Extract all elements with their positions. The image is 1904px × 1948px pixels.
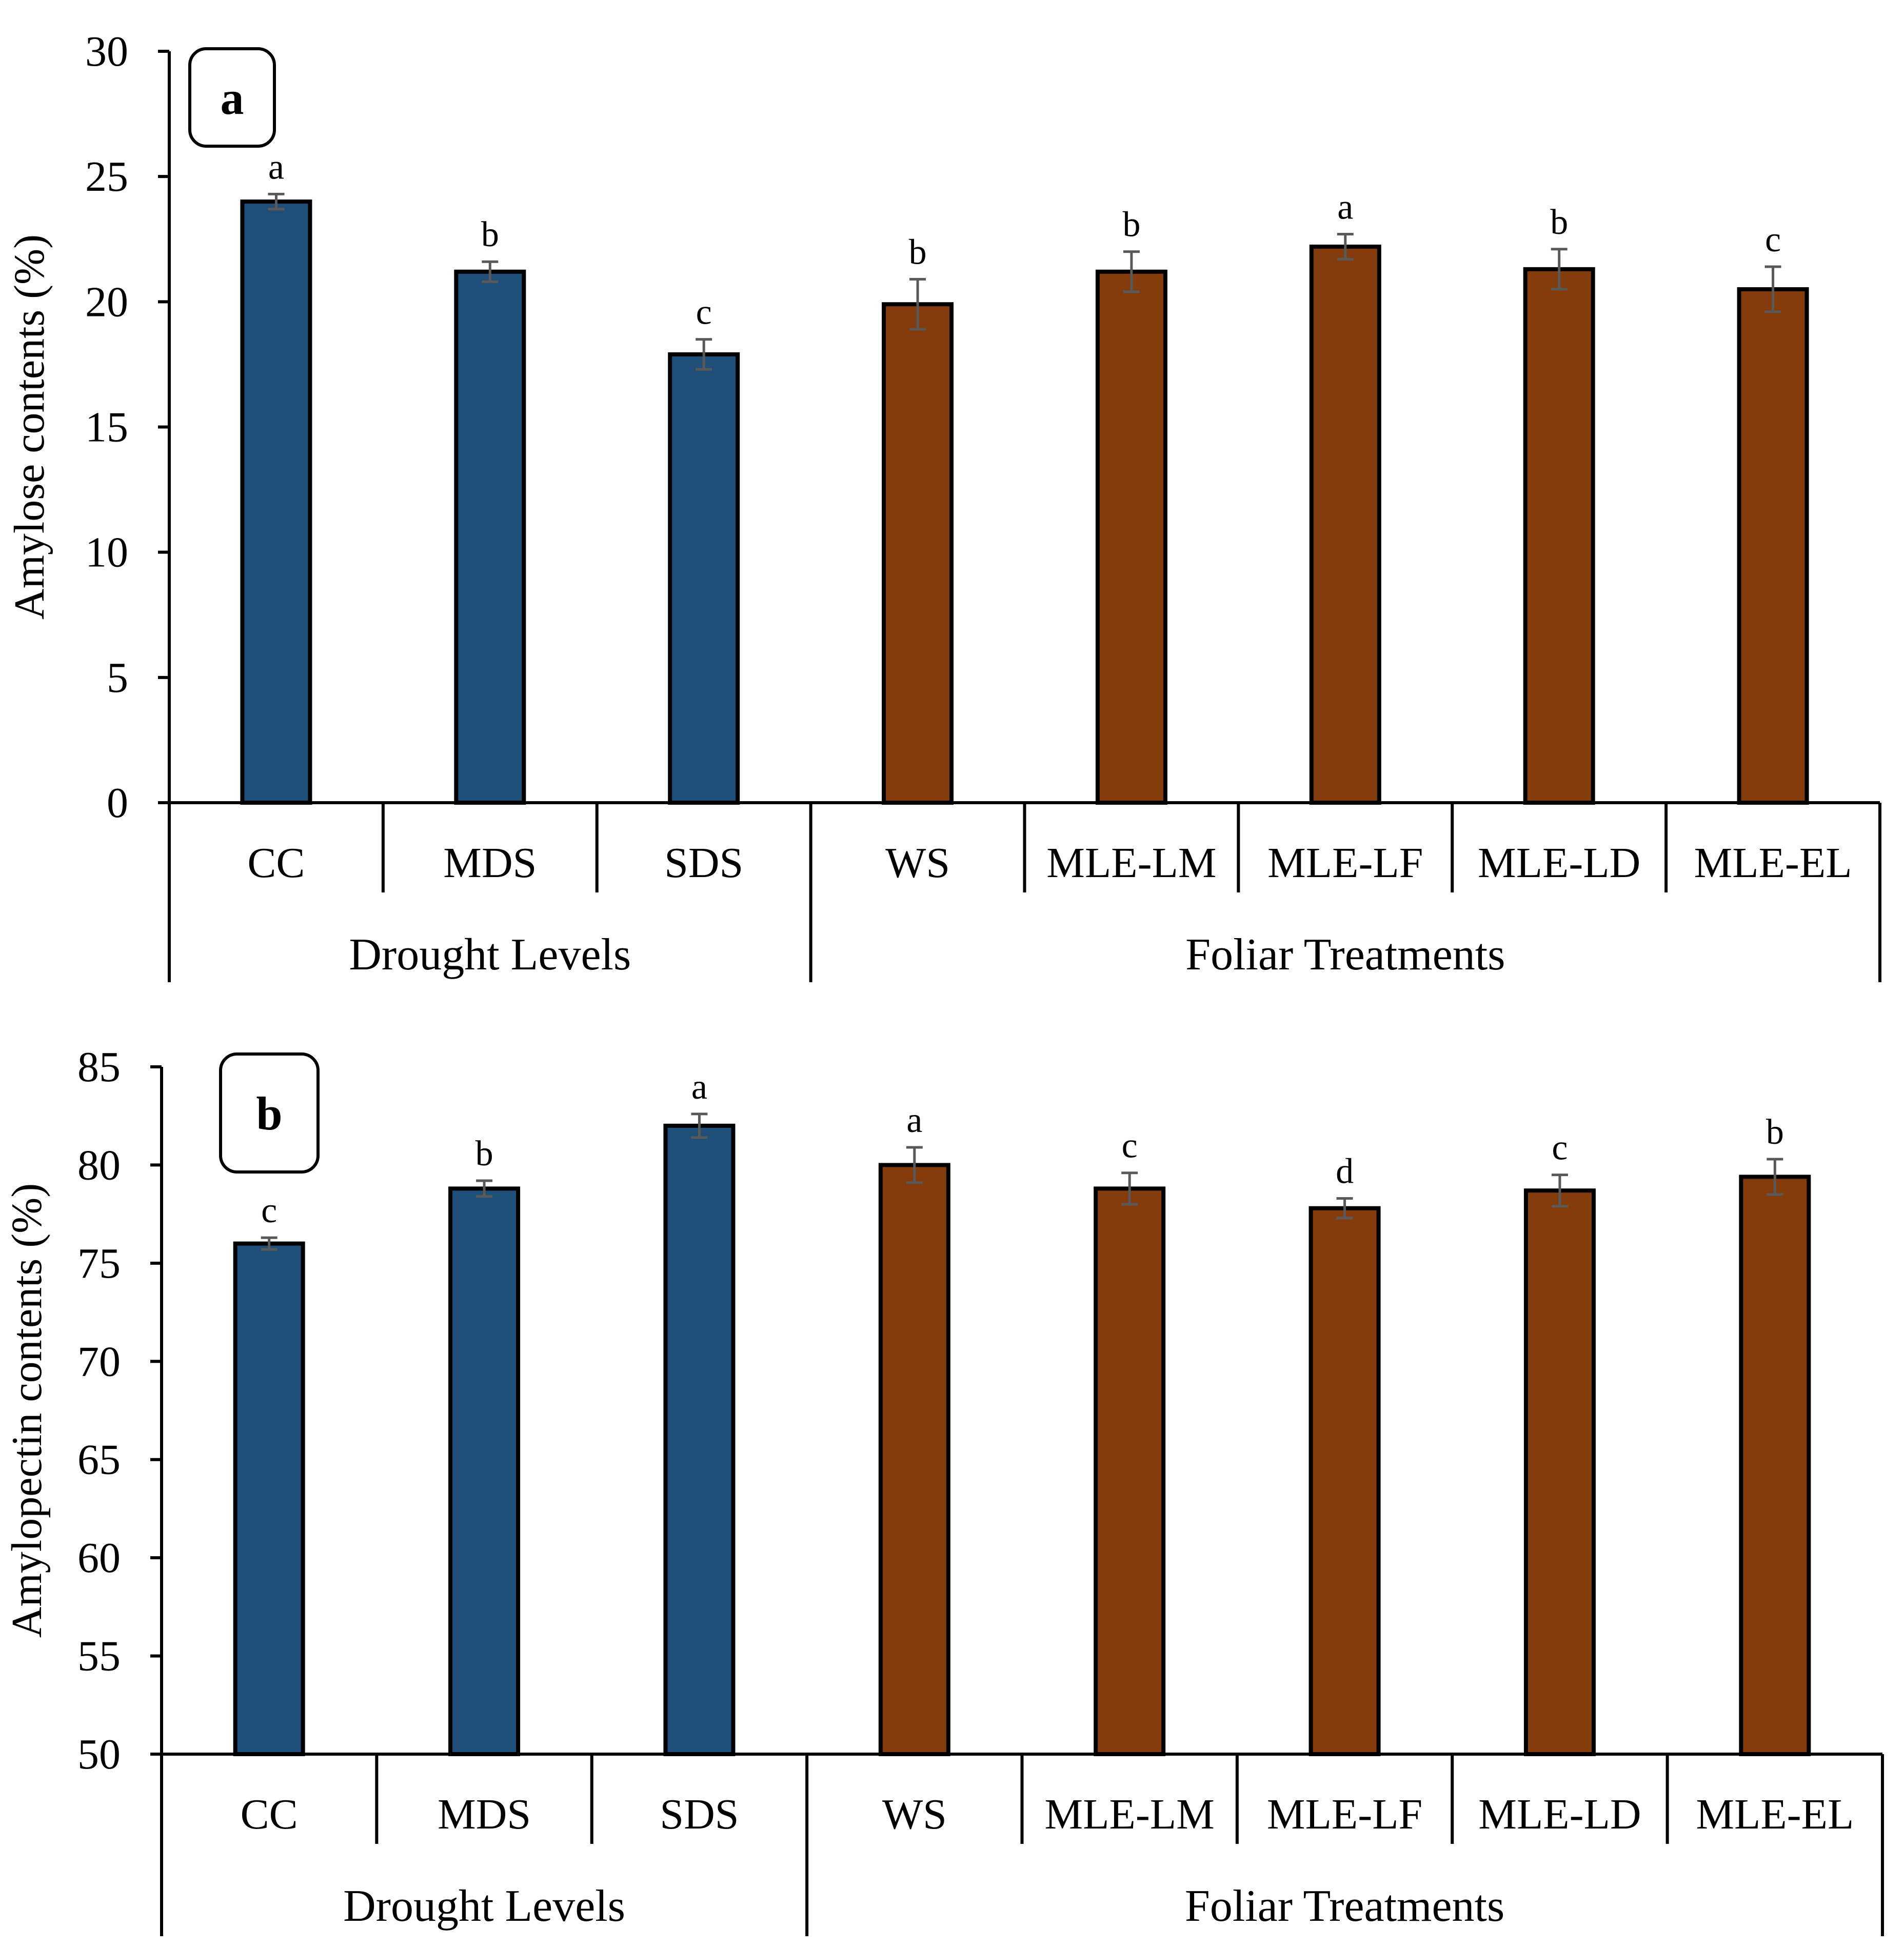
category-label: SDS — [660, 1791, 739, 1838]
category-label: MLE-LD — [1478, 839, 1640, 887]
bar-mle-ld — [1523, 1188, 1596, 1756]
significance-letter: b — [909, 232, 927, 272]
y-tick-label: 55 — [77, 1633, 121, 1680]
bar-mle-lf — [1309, 244, 1381, 805]
group-label: Foliar Treatments — [1185, 930, 1505, 980]
category-label: MDS — [443, 839, 537, 887]
bar-sds — [668, 352, 740, 805]
y-tick-label: 30 — [85, 28, 128, 75]
significance-letter: d — [1336, 1152, 1354, 1191]
bar-mle-el — [1739, 1175, 1811, 1756]
significance-letter: a — [268, 147, 284, 187]
bar-ws — [882, 302, 954, 805]
y-tick-label: 10 — [85, 529, 128, 577]
y-tick-label: 25 — [85, 153, 128, 201]
bar-ws — [878, 1163, 950, 1756]
y-tick-label: 80 — [77, 1141, 121, 1189]
significance-letter: a — [691, 1067, 707, 1107]
category-label: MLE-EL — [1696, 1791, 1854, 1838]
bar-mle-lm — [1095, 269, 1167, 805]
bar-cc — [233, 1241, 305, 1757]
y-tick-label: 50 — [77, 1731, 121, 1778]
group-label: Drought Levels — [349, 930, 631, 980]
significance-letter: a — [906, 1101, 922, 1140]
significance-letter: a — [1337, 187, 1353, 227]
bar-mle-lm — [1094, 1186, 1166, 1756]
category-label: MLE-LF — [1267, 1791, 1422, 1838]
significance-letter: c — [1765, 220, 1781, 260]
y-tick-label: 65 — [77, 1436, 121, 1484]
significance-letter: b — [1550, 203, 1568, 242]
y-tick-label: 70 — [77, 1338, 121, 1385]
category-label: SDS — [664, 839, 743, 887]
category-label: WS — [885, 839, 950, 887]
category-label: WS — [882, 1791, 947, 1838]
panel-tag-box — [188, 47, 276, 148]
category-label: MLE-LF — [1267, 839, 1423, 887]
y-tick-label: 85 — [77, 1043, 121, 1091]
category-label: CC — [241, 1791, 298, 1838]
y-axis-title: Amylose contents (%) — [6, 234, 53, 620]
bar-mle-ld — [1523, 267, 1595, 805]
bar-mle-lf — [1308, 1206, 1381, 1757]
panel-a-amylose-chart: 0 5 10 15 20 25 30 Amylose contents (%) a CC b MDS c… — [6, 28, 1881, 982]
significance-letter: b — [1122, 205, 1140, 245]
bar-mds — [448, 1186, 521, 1756]
significance-letter: c — [261, 1191, 277, 1230]
significance-letter: b — [481, 215, 499, 254]
y-axis-title: Amylopectin contents (%) — [3, 1183, 51, 1638]
panel-tag: b — [256, 1087, 282, 1140]
y-tick-label: 20 — [85, 278, 128, 326]
significance-letter: c — [1122, 1126, 1138, 1166]
bar-mle-el — [1737, 287, 1809, 805]
group-label: Foliar Treatments — [1185, 1881, 1504, 1931]
y-tick-label: 5 — [107, 654, 128, 702]
panel-tag: a — [221, 72, 244, 124]
group-label: Drought Levels — [343, 1881, 625, 1931]
y-tick-label: 75 — [77, 1240, 121, 1287]
y-tick-label: 0 — [107, 779, 128, 827]
category-label: MLE-EL — [1694, 839, 1852, 887]
significance-letter: b — [1766, 1112, 1784, 1152]
significance-letter: c — [1552, 1128, 1568, 1168]
category-label: MLE-LM — [1046, 839, 1216, 887]
y-tick-label: 15 — [85, 404, 128, 451]
category-label: CC — [247, 839, 305, 887]
category-label: MLE-LD — [1478, 1791, 1641, 1838]
panel-b-amylopectin-chart: 50 55 60 65 70 75 80 85 Amylopectin contents (%)… — [3, 1043, 1884, 1936]
significance-letter: c — [696, 293, 712, 332]
bar-mds — [454, 269, 526, 805]
panel-tag-box — [219, 1052, 320, 1174]
bar-sds — [663, 1123, 736, 1756]
y-tick-label: 60 — [77, 1534, 121, 1582]
category-label: MDS — [438, 1791, 531, 1838]
category-label: MLE-LM — [1045, 1791, 1215, 1838]
bar-cc — [240, 200, 312, 805]
significance-letter: b — [475, 1134, 493, 1174]
